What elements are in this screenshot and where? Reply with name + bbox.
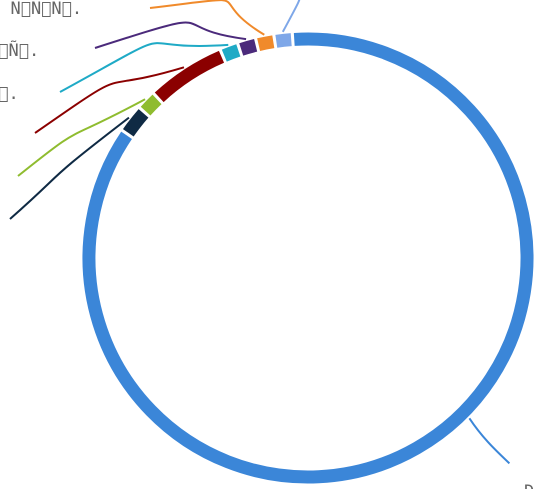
leader-line bbox=[468, 417, 511, 465]
leader-line bbox=[149, 0, 265, 36]
leader-line bbox=[34, 66, 185, 134]
leader-line bbox=[281, 0, 301, 33]
pie-slice[interactable] bbox=[154, 50, 225, 103]
pie-slice[interactable] bbox=[82, 32, 534, 484]
pie-slice[interactable] bbox=[257, 35, 275, 51]
slice-label: Ñ . bbox=[0, 82, 19, 104]
pie-slice[interactable] bbox=[122, 109, 149, 137]
pie-slice[interactable] bbox=[239, 39, 258, 56]
pie-slice[interactable] bbox=[140, 94, 162, 116]
slice-label: Ñ Ñ . bbox=[0, 39, 39, 61]
pie-slice[interactable] bbox=[221, 44, 241, 62]
leader-line bbox=[59, 42, 229, 93]
slice-label: D bbox=[524, 482, 534, 489]
leader-line bbox=[9, 116, 130, 220]
leader-line bbox=[94, 21, 247, 49]
pie-slice[interactable] bbox=[275, 33, 292, 48]
slice-label: 1 N N N . bbox=[0, 0, 82, 19]
leader-line bbox=[17, 98, 146, 177]
